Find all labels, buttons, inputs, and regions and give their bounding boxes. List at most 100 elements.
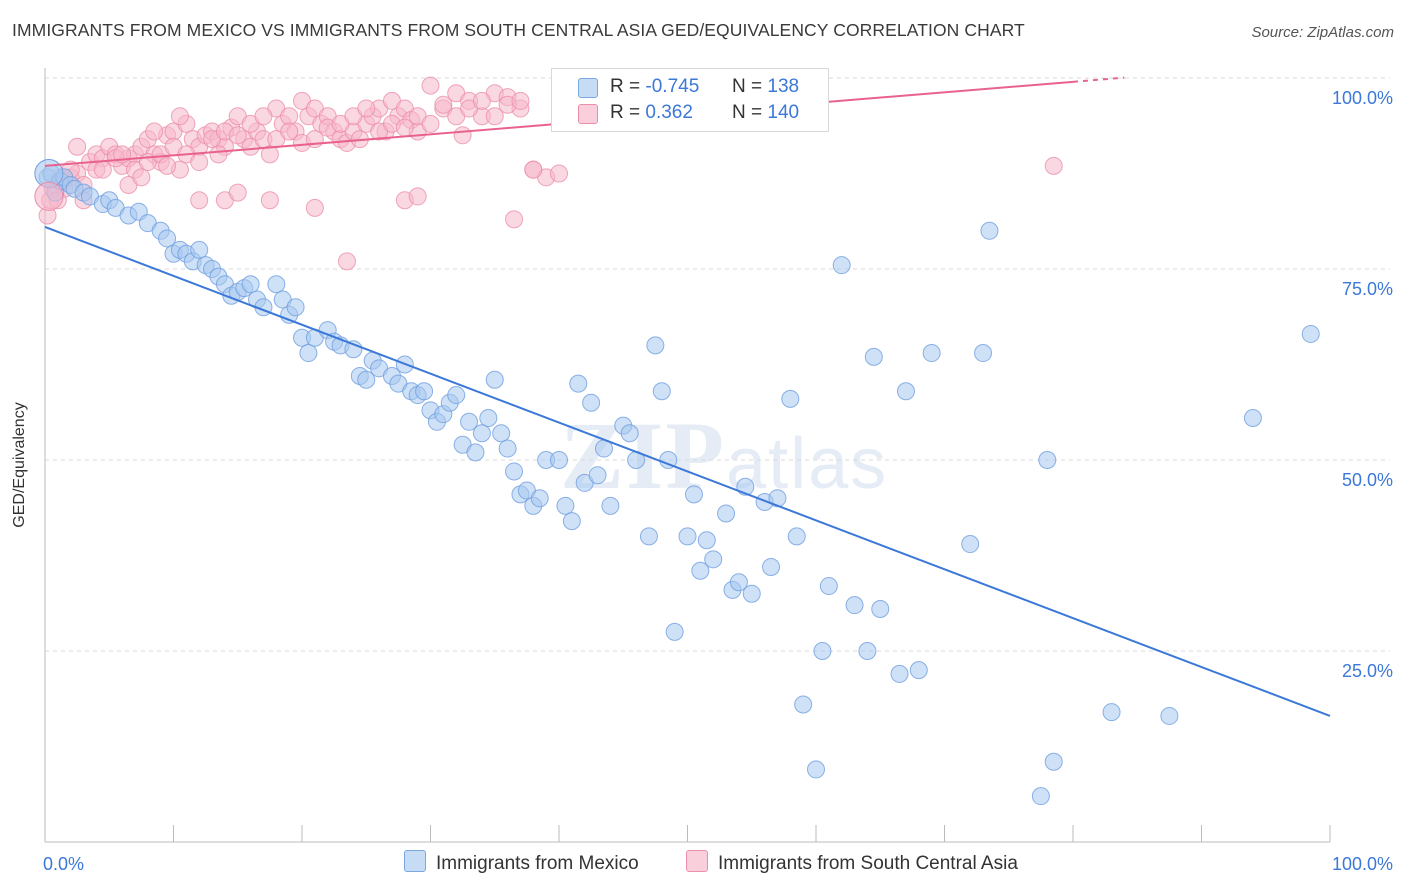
point-asia	[280, 122, 299, 141]
point-mexico	[460, 412, 479, 431]
bottom-legend-label-mexico: Immigrants from Mexico	[436, 853, 639, 874]
y-tick-label: 25.0%	[1342, 661, 1393, 681]
point-asia	[337, 252, 356, 271]
point-mexico	[158, 229, 177, 248]
point-mexico	[652, 382, 671, 401]
point-mexico	[1031, 787, 1050, 806]
legend-swatch-asia	[578, 104, 598, 124]
trend-line-mexico	[44, 226, 1331, 717]
point-asia	[505, 210, 524, 229]
point-mexico	[691, 561, 710, 580]
point-asia	[524, 160, 543, 179]
point-mexico	[704, 550, 723, 569]
point-mexico	[466, 443, 485, 462]
bottom-legend-label-asia: Immigrants from South Central Asia	[718, 853, 1018, 874]
point-asia	[1044, 156, 1063, 175]
point-mexico	[1243, 408, 1262, 427]
point-asia	[228, 126, 247, 145]
legend-n-label: N =	[732, 102, 763, 123]
point-mexico	[1102, 703, 1121, 722]
point-mexico	[472, 424, 491, 443]
point-mexico	[286, 298, 305, 317]
point-mexico	[415, 382, 434, 401]
legend-n-value-mexico: 138	[767, 76, 800, 97]
point-asia	[170, 107, 189, 126]
point-mexico	[871, 599, 890, 618]
point-mexico	[530, 489, 549, 508]
source-label: Source: ZipAtlas.com	[1251, 24, 1394, 41]
point-mexico	[569, 374, 588, 393]
point-mexico	[864, 347, 883, 366]
y-axis-label: GED/Equivalency	[11, 402, 28, 528]
point-asia	[254, 107, 273, 126]
point-mexico	[858, 642, 877, 660]
point-asia	[434, 95, 453, 114]
point-mexico	[190, 240, 209, 259]
point-asia	[132, 168, 151, 187]
point-asia	[68, 137, 87, 156]
point-mexico	[729, 573, 748, 592]
point-mexico	[890, 664, 909, 683]
point-mexico	[974, 344, 993, 363]
point-mexico	[1044, 752, 1063, 771]
point-mexico	[762, 557, 781, 576]
chart-title: IMMIGRANTS FROM MEXICO VS IMMIGRANTS FRO…	[12, 20, 1025, 40]
point-mexico	[588, 466, 607, 485]
point-mexico	[562, 512, 581, 531]
point-mexico	[550, 451, 568, 469]
point-mexico	[620, 424, 639, 443]
point-mexico	[787, 527, 806, 546]
point-mexico	[742, 584, 761, 603]
x-tick-label: 100.0%	[1332, 854, 1393, 874]
point-mexico	[794, 695, 813, 714]
point-mexico	[479, 408, 498, 427]
point-asia	[34, 181, 64, 211]
point-mexico	[498, 439, 517, 458]
point-asia	[209, 145, 228, 164]
point-mexico	[1038, 451, 1057, 469]
point-asia	[305, 198, 324, 217]
point-mexico	[980, 221, 999, 240]
point-asia	[421, 76, 440, 95]
legend-r-value-mexico: -0.745	[645, 76, 700, 97]
legend-swatch-mexico	[578, 78, 598, 98]
y-tick-label: 100.0%	[1332, 88, 1393, 108]
point-mexico	[807, 760, 825, 779]
bottom-legend-mexico: Immigrants from Mexico	[404, 850, 639, 875]
legend-r-label: R =	[610, 102, 641, 123]
point-asia	[357, 99, 376, 118]
legend-row-asia: R = 0.362 N = 140	[552, 100, 828, 126]
point-mexico	[582, 393, 601, 412]
point-mexico	[492, 424, 511, 443]
legend-row-mexico: R = -0.745 N = 138	[552, 74, 828, 100]
point-mexico	[717, 504, 736, 523]
point-mexico	[665, 622, 684, 641]
bottom-legend-asia: Immigrants from South Central Asia	[686, 850, 1018, 875]
point-asia	[158, 156, 177, 175]
point-mexico	[1301, 324, 1320, 343]
bottom-legend-swatch-asia	[686, 850, 708, 872]
point-mexico	[485, 370, 504, 389]
point-mexico	[639, 527, 658, 546]
point-asia	[485, 107, 504, 126]
point-asia	[280, 107, 299, 126]
point-mexico	[684, 485, 703, 504]
point-mexico	[1160, 706, 1179, 725]
point-asia	[190, 191, 209, 210]
point-asia	[228, 183, 247, 202]
point-mexico	[909, 661, 928, 680]
point-asia	[260, 191, 279, 210]
point-mexico	[556, 496, 575, 515]
point-asia	[408, 187, 427, 206]
point-asia	[511, 91, 530, 110]
point-mexico	[896, 382, 915, 401]
point-asia	[472, 91, 491, 110]
point-mexico	[505, 462, 524, 481]
point-mexico	[832, 256, 851, 275]
point-mexico	[845, 596, 864, 615]
point-asia	[453, 126, 472, 145]
point-mexico	[678, 527, 697, 546]
point-mexico	[961, 535, 980, 554]
point-asia	[190, 153, 209, 172]
